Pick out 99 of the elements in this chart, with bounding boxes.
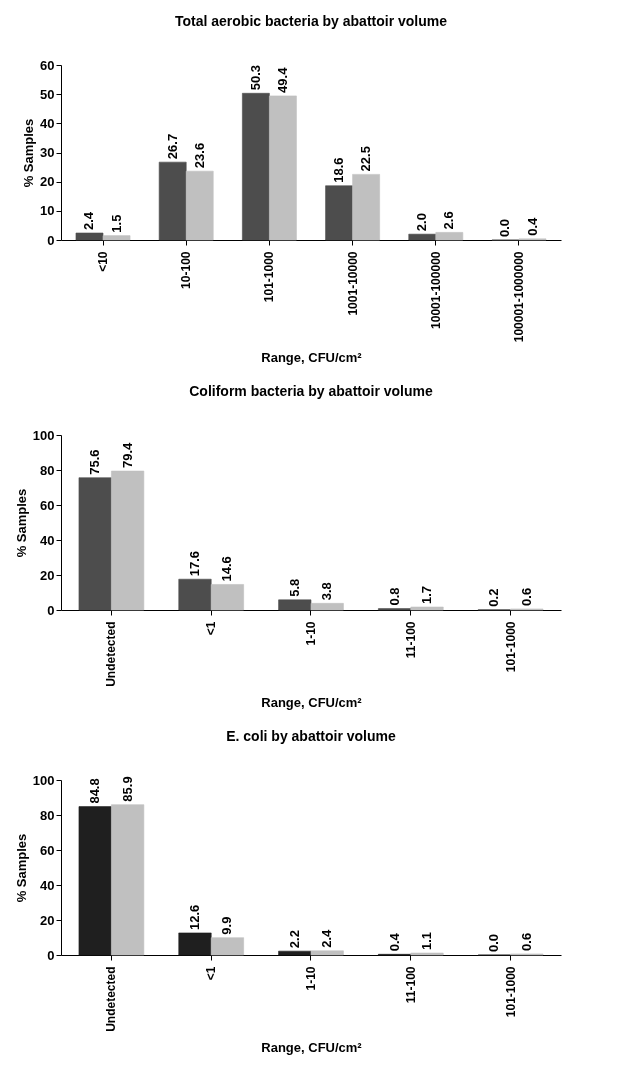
bar (111, 470, 145, 611)
y-axis-title: % Samples (13, 488, 29, 558)
data-label: 75.6 (87, 449, 103, 475)
bar (310, 950, 344, 956)
y-tick-label: 80 (40, 807, 55, 823)
bar (210, 584, 244, 611)
x-tick-label: <10 (96, 251, 111, 272)
bar (78, 477, 112, 611)
data-label: 0.4 (524, 216, 540, 236)
data-label: 2.4 (81, 211, 97, 230)
data-label: 0.6 (518, 932, 534, 951)
y-axis-title: % Samples (21, 118, 37, 188)
data-label: 18.6 (331, 157, 347, 183)
data-label: 22.5 (358, 146, 374, 172)
y-tick-label: 20 (40, 174, 55, 190)
x-tick-label: 1-10 (304, 621, 318, 646)
data-label: 0.6 (518, 587, 534, 606)
x-tick-label: 10001-100000 (428, 251, 443, 329)
y-tick-label: 30 (40, 145, 55, 160)
data-label: 85.9 (119, 776, 135, 802)
bar (178, 578, 212, 611)
bar (410, 606, 444, 611)
bar (278, 599, 312, 611)
x-tick-label: <1 (204, 966, 219, 981)
y-tick-label: 100 (32, 772, 55, 788)
bar (242, 92, 270, 241)
x-axis-title: Range, CFU/cm² (261, 694, 363, 710)
y-tick-label: 0 (47, 232, 55, 248)
y-tick-label: 20 (40, 912, 55, 928)
chart-title: Total aerobic bacteria by abattoir volume (174, 13, 448, 29)
data-label: 3.8 (319, 582, 335, 601)
y-tick-label: 20 (40, 567, 55, 583)
x-tick-label: 1-10 (304, 966, 318, 991)
x-axis-title: Range, CFU/cm² (261, 1039, 363, 1055)
chart-title: Coliform bacteria by abattoir volume (189, 383, 433, 399)
data-label: 0.0 (486, 933, 502, 952)
data-label: 17.6 (186, 550, 202, 577)
data-label: 84.8 (87, 778, 103, 804)
x-tick-label: 100001-1000000 (511, 251, 526, 343)
y-tick-label: 10 (40, 203, 55, 219)
x-tick-label: <1 (204, 621, 219, 636)
data-label: 5.8 (286, 578, 302, 597)
x-tick-label: 11-100 (403, 966, 418, 1004)
bar (185, 170, 214, 241)
data-label: 0.2 (486, 588, 502, 607)
data-label: 26.7 (164, 133, 180, 160)
data-label: 2.4 (319, 928, 335, 948)
data-label: 0.8 (386, 587, 402, 606)
x-tick-label: 101-1000 (262, 251, 277, 303)
data-label: 12.6 (186, 904, 202, 930)
data-label: 49.4 (274, 66, 290, 93)
data-label: 14.6 (219, 556, 235, 582)
bar (78, 806, 112, 956)
x-tick-label: 1001-10000 (345, 251, 360, 316)
bar (158, 161, 187, 241)
bar (352, 174, 380, 241)
y-axis-title: % Samples (13, 833, 29, 903)
y-tick-label: 0 (47, 602, 55, 618)
x-tick-label: 11-100 (403, 621, 418, 659)
y-tick-label: 60 (40, 57, 55, 73)
y-tick-label: 50 (40, 86, 55, 102)
y-tick-label: 40 (40, 532, 55, 548)
data-label: 50.3 (247, 64, 263, 91)
bar (178, 932, 212, 956)
data-label: 9.9 (219, 916, 235, 935)
y-tick-label: 0 (47, 947, 55, 963)
x-tick-label: Undetected (104, 966, 119, 1032)
data-label: 1.5 (108, 214, 124, 233)
bar (111, 804, 145, 956)
data-label: 2.2 (286, 930, 302, 949)
x-tick-label: 101-1000 (503, 621, 518, 673)
data-label: 0.0 (497, 218, 513, 237)
y-tick-label: 40 (40, 877, 55, 893)
y-tick-label: 40 (40, 115, 55, 131)
data-label: 1.7 (419, 585, 435, 605)
y-tick-label: 60 (40, 497, 55, 513)
bar (102, 235, 131, 241)
x-tick-label: 10-100 (179, 251, 194, 289)
data-label: 2.6 (441, 211, 457, 230)
data-label: 2.0 (414, 213, 430, 232)
x-tick-label: Undetected (104, 621, 119, 687)
bar (310, 603, 344, 611)
bar (75, 232, 104, 241)
bar (408, 233, 437, 241)
y-tick-label: 100 (32, 427, 55, 443)
y-tick-label: 80 (40, 462, 55, 478)
data-label: 23.6 (191, 142, 207, 169)
bar (325, 185, 353, 241)
bar (210, 937, 244, 956)
bar (435, 232, 464, 241)
bar (269, 95, 297, 241)
chart-title: E. coli by abattoir volume (226, 728, 397, 744)
x-axis-title: Range, CFU/cm² (261, 350, 363, 366)
data-label: 1.1 (419, 932, 435, 951)
data-label: 0.4 (386, 932, 402, 952)
data-label: 79.4 (119, 441, 135, 469)
x-tick-label: 101-1000 (503, 966, 518, 1018)
y-tick-label: 60 (40, 842, 55, 858)
bar (278, 950, 312, 956)
